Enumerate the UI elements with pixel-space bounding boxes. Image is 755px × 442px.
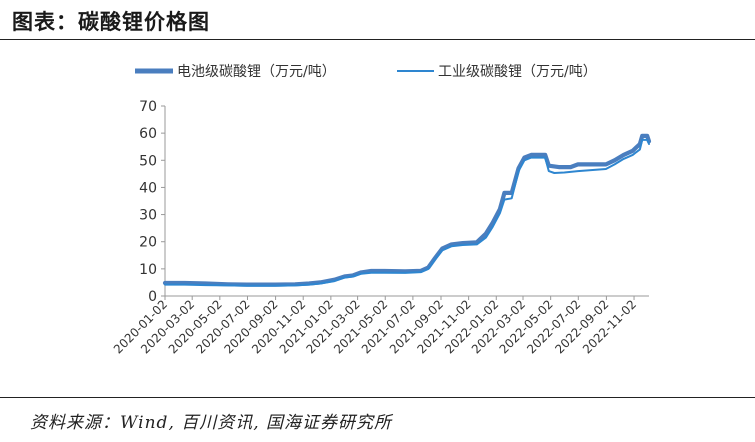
legend-label-battery-grade: 电池级碳酸锂（万元/吨） [177,64,336,80]
y-tick-label: 30 [139,208,157,224]
plot-area [162,133,652,287]
y-tick-label: 40 [139,180,157,196]
bottom-rule [0,397,755,398]
axes: 0102030405060702020-01-022020-03-022020-… [111,99,649,356]
y-tick-label: 10 [139,262,157,278]
y-tick-label: 70 [139,99,157,115]
lithium-carbonate-price-chart: 电池级碳酸锂（万元/吨） 工业级碳酸锂（万元/吨） 0 10 20 30 40 50 60 7… [111,64,652,356]
y-tick-label: 60 [139,126,157,142]
legend-label-industrial-grade: 工业级碳酸锂（万元/吨） [438,64,597,80]
series-line-battery-grade [162,133,652,287]
legend: 电池级碳酸锂（万元/吨） 工业级碳酸锂（万元/吨） [135,64,597,80]
source-note: 资料来源：Wind, 百川资讯, 国海证券研究所 [30,413,393,433]
series-line-industrial-grade [164,138,650,287]
y-tick-label: 20 [139,235,157,251]
top-rule [0,39,755,40]
chart-title: 图表：碳酸锂价格图 [12,9,210,34]
y-tick-label: 50 [139,153,157,169]
y-tick-label: 0 [148,289,157,305]
